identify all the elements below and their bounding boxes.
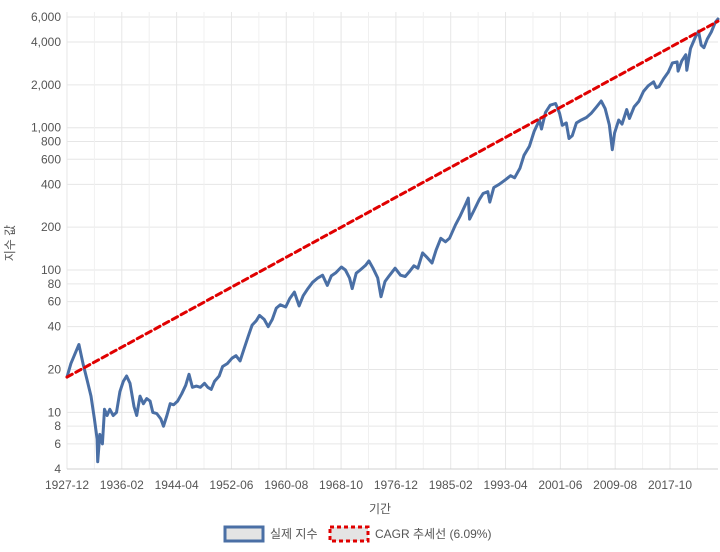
y-tick-label: 2,000 xyxy=(31,78,61,92)
y-tick-label: 4 xyxy=(54,462,61,476)
grid-lines xyxy=(66,12,718,470)
y-axis-title: 지수 값 xyxy=(3,225,17,261)
y-tick-label: 100 xyxy=(41,263,61,277)
x-tick-label: 2001-06 xyxy=(538,478,582,492)
y-tick-label: 80 xyxy=(48,277,62,291)
x-tick-label: 1936-02 xyxy=(100,478,144,492)
y-tick-label: 40 xyxy=(48,320,62,334)
x-tick-label: 1927-12 xyxy=(45,478,89,492)
y-tick-label: 8 xyxy=(54,419,61,433)
x-tick-label: 2017-10 xyxy=(648,478,692,492)
x-tick-label: 2009-08 xyxy=(593,478,637,492)
x-axis-title: 기간 xyxy=(369,502,391,516)
y-tick-label: 600 xyxy=(41,152,61,166)
legend-swatch-actual-index[interactable] xyxy=(223,525,265,543)
x-tick-label: 1993-04 xyxy=(484,478,528,492)
y-tick-label: 4,000 xyxy=(31,35,61,49)
y-tick-label: 6,000 xyxy=(31,10,61,24)
x-axis: 1927-12 1936-02 1944-04 1952-06 1960-08 1968-… xyxy=(45,478,692,492)
legend-label-cagr-trend[interactable]: CAGR 추세선 (6.09%) xyxy=(375,527,491,541)
plot-area xyxy=(65,17,720,464)
legend-swatch-cagr-trend[interactable] xyxy=(328,525,370,543)
y-tick-label: 400 xyxy=(41,177,61,191)
y-tick-label: 1,000 xyxy=(31,121,61,135)
legend-label-actual-index[interactable]: 실제 지수 xyxy=(270,527,318,541)
legend: 실제 지수 CAGR 추세선 (6.09%) xyxy=(223,525,491,543)
x-tick-label: 1960-08 xyxy=(264,478,308,492)
y-tick-label: 800 xyxy=(41,134,61,148)
x-tick-label: 1968-10 xyxy=(319,478,363,492)
series-line-cagr-trend xyxy=(65,19,720,379)
x-tick-label: 1976-12 xyxy=(374,478,418,492)
y-tick-label: 20 xyxy=(48,363,62,377)
y-tick-label: 6 xyxy=(54,437,61,451)
x-tick-label: 1944-04 xyxy=(155,478,199,492)
x-tick-label: 1985-02 xyxy=(429,478,473,492)
series-line-actual-index xyxy=(65,17,720,464)
x-tick-label: 1952-06 xyxy=(209,478,253,492)
y-tick-label: 10 xyxy=(48,405,62,419)
y-tick-label: 200 xyxy=(41,220,61,234)
y-tick-label: 60 xyxy=(48,295,62,309)
